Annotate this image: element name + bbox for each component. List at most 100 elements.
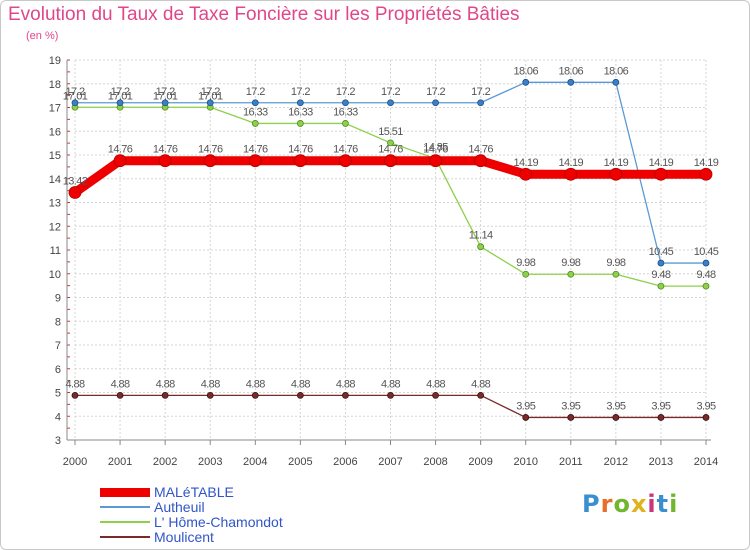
data-label: 17.2 [381,86,400,98]
data-label: 17.2 [426,86,445,98]
data-label: 16.33 [333,106,358,118]
data-label: 17.2 [471,86,490,98]
unit-label: (en %) [26,30,59,42]
series-layer [68,78,713,421]
data-point [609,167,623,181]
data-point [564,167,578,181]
data-label: 16.33 [288,106,313,118]
data-point [474,154,488,168]
data-label: 18.06 [559,65,584,77]
data-point [657,259,665,267]
data-label: 4.88 [246,378,265,390]
data-point [519,167,533,181]
data-label: 10.45 [649,246,674,258]
data-label: 17.2 [246,86,265,98]
x-tick-label: 2000 [63,456,87,468]
data-point [567,78,575,86]
x-tick-label: 2004 [243,456,267,468]
y-tick-label: 11 [50,245,61,257]
data-label: 9.98 [516,257,535,269]
data-point [116,391,124,399]
x-tick-label: 2010 [513,456,537,468]
x-tick-label: 2003 [198,456,222,468]
data-label: 4.88 [156,378,175,390]
x-tick-label: 2008 [423,456,447,468]
data-label: 14.76 [378,144,403,156]
data-label: 18.06 [604,65,629,77]
x-tick-label: 2005 [288,456,312,468]
data-point [342,99,349,107]
x-tick-label: 2006 [333,456,357,468]
y-tick-label: 3 [55,435,61,447]
data-point [432,391,439,399]
data-point [116,99,124,107]
data-point [296,391,304,399]
data-point [522,270,530,278]
data-point [387,391,394,399]
data-label: 15.51 [378,126,403,138]
y-tick-label: 13 [49,198,61,210]
data-point [477,99,485,107]
data-point [702,259,710,267]
y-tick-label: 7 [55,340,61,352]
x-tick-label: 2011 [559,456,583,468]
data-point [296,120,304,127]
data-label: 17.2 [111,86,130,98]
data-point [384,154,397,168]
data-label: 14.19 [649,157,674,169]
legend-swatch [100,536,150,538]
y-tick-label: 5 [55,388,61,400]
data-point [251,120,259,127]
data-label: 17.01 [153,90,178,102]
data-label: 4.88 [381,378,400,390]
data-label: 14.76 [468,144,493,156]
y-tick-label: 19 [49,55,61,67]
data-label: 16.33 [243,106,268,118]
data-label: 9.48 [696,269,715,281]
y-tick-label: 17 [49,103,61,115]
x-tick-label: 2007 [378,456,402,468]
x-tick-label: 2001 [108,456,132,468]
data-label: 3.95 [696,400,715,412]
data-point [206,391,214,399]
data-point [657,414,665,421]
data-label: 17.01 [108,90,133,102]
data-label: 17.2 [291,86,310,98]
data-point [203,154,217,168]
y-tick-label: 4 [55,411,61,423]
y-tick-label: 14 [49,174,61,186]
proxiti-logo: Proxiti [582,490,679,518]
data-label-layer: 13.42 14.76 14.76 14.76 14.76 14.76 14.76 14.76… [63,65,720,412]
legend-label: MALéTABLE [154,484,234,500]
data-point [71,99,79,107]
data-label: 14.19 [559,157,584,169]
data-point [248,154,262,168]
data-point [477,243,485,251]
data-point [296,99,304,107]
data-label: 4.88 [111,378,130,390]
data-label: 17.01 [198,90,223,102]
data-point [612,78,620,86]
data-label: 14.85 [423,142,448,154]
data-label: 3.95 [606,400,625,412]
data-point [432,99,439,107]
data-point [567,414,575,421]
data-point [342,120,349,127]
data-label: 14.76 [243,144,268,156]
data-point [293,154,307,168]
data-point [251,391,259,399]
x-tick-label: 2009 [468,456,492,468]
y-tick-label: 10 [49,269,61,281]
data-point [477,391,485,399]
data-point [699,167,713,181]
data-label: 17.2 [336,86,355,98]
legend-label: L' Hôme-Chamondot [154,514,283,530]
data-point [567,270,575,278]
data-point [522,414,530,421]
data-point [71,391,79,399]
y-tick-label: 16 [49,126,61,138]
data-label: 10.45 [694,246,719,258]
data-label: 11.14 [469,230,493,242]
data-point [339,154,352,168]
